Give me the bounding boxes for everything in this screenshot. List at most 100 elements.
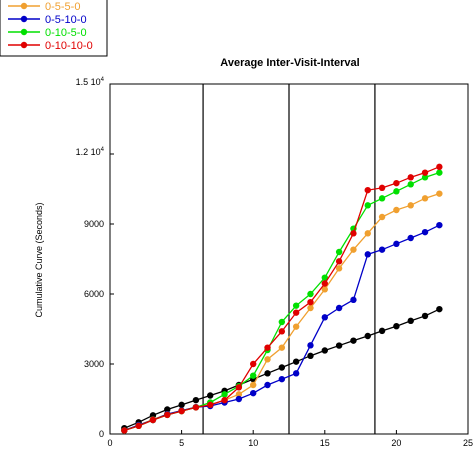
x-tick-label-5: 25 [463,438,473,448]
data-point-1-15 [335,265,343,272]
data-point-4-7 [221,396,228,404]
data-point-0-19 [393,323,400,330]
data-point-2-16 [350,296,357,304]
data-point-0-20 [407,317,414,325]
data-point-0-10 [264,370,271,377]
data-point-4-21 [421,169,429,176]
data-point-4-1 [135,422,142,430]
data-point-0-16 [350,337,357,344]
legend: 0-5-5-0 0-5-10-0 0-10-5-0 0-10-10-0 [0,0,108,57]
series-1 [121,190,443,434]
data-point-3-12 [292,302,300,309]
chart-title: Average Inter-Visit-Interval [220,57,359,69]
legend-marker-2 [20,15,28,23]
y-tick-label-3: 9000 [84,219,104,229]
data-point-1-12 [292,323,300,330]
data-point-4-2 [149,416,157,424]
data-point-4-3 [164,411,171,419]
data-point-4-17 [364,186,371,194]
legend-marker-4 [20,41,28,49]
y-axis-label: Cumulative Curve (Seconds) [34,202,44,317]
legend-entry-4: 0-10-10-0 [8,40,93,52]
y-tick-label-0: 0 [99,429,104,439]
data-point-4-20 [407,174,414,181]
data-point-1-10 [264,356,271,363]
data-point-4-15 [335,258,343,265]
data-point-4-14 [321,280,328,287]
data-point-0-5 [192,396,200,404]
data-point-0-21 [421,312,429,320]
series-group [121,163,443,434]
data-point-0-12 [292,358,300,365]
data-point-2-20 [407,234,414,242]
data-point-3-17 [364,202,371,209]
data-point-2-13 [307,342,314,349]
data-point-1-9 [250,381,257,389]
series-line-4 [124,166,440,432]
data-point-1-19 [393,206,400,214]
data-point-0-15 [335,342,343,349]
legend-label-2: 0-5-10-0 [45,14,87,26]
x-axis-ticks: 0 5 10 15 20 25 [107,430,473,448]
data-point-3-20 [407,181,414,188]
legend-marker-3 [20,28,28,36]
data-point-1-18 [378,213,386,221]
data-point-4-11 [278,328,286,335]
legend-box [0,0,108,57]
legend-entry-3: 0-10-5-0 [8,27,87,39]
data-point-0-14 [321,347,328,354]
data-point-4-18 [378,184,386,192]
data-point-1-17 [364,230,371,237]
data-point-0-22 [436,305,443,313]
y-tick-label-1: 3000 [84,359,104,369]
data-point-4-5 [192,404,200,411]
x-tick-label-4: 20 [391,438,401,448]
y-tick-label-5: 1.5 104 [76,77,105,87]
data-point-0-4 [178,401,185,409]
data-point-3-13 [307,290,314,298]
x-tick-label-2: 10 [248,438,258,448]
data-point-1-13 [307,304,314,312]
x-tick-label-0: 0 [107,438,112,448]
data-point-3-21 [421,174,429,181]
data-point-2-8 [235,395,243,403]
data-point-1-20 [407,202,414,209]
data-point-3-22 [436,169,443,176]
series-line-1 [124,193,440,432]
data-point-2-15 [335,304,343,312]
data-point-3-18 [378,195,386,202]
data-point-0-11 [278,364,286,371]
legend-entry-2: 0-5-10-0 [8,14,87,26]
data-point-4-10 [264,344,271,351]
data-point-2-22 [436,221,443,229]
data-point-1-16 [350,246,357,253]
data-point-3-11 [278,318,286,326]
data-point-4-8 [235,384,243,391]
y-tick-label-4: 1.2 104 [76,147,105,157]
vertical-lines [202,84,376,434]
data-point-0-6 [207,392,214,399]
data-point-3-15 [335,248,343,256]
data-point-0-13 [307,352,314,360]
y-axis-ticks: 0 3000 6000 9000 1.2 104 1.5 104 [76,77,114,439]
legend-marker-1 [20,2,28,10]
data-point-0-18 [378,327,386,335]
data-point-4-0 [121,427,128,434]
data-point-4-9 [250,360,257,368]
data-point-2-17 [364,251,371,258]
data-point-2-18 [378,246,386,253]
data-point-4-13 [307,298,314,306]
data-point-4-19 [393,179,400,187]
x-tick-label-1: 5 [179,438,184,448]
data-point-2-19 [393,240,400,248]
data-point-3-14 [321,274,328,281]
data-point-0-3 [164,406,171,413]
data-point-4-22 [436,163,443,171]
data-point-2-11 [278,375,286,383]
data-point-1-22 [436,190,443,197]
legend-label-3: 0-10-5-0 [45,27,87,39]
series-4 [121,163,443,434]
data-point-2-9 [250,389,257,397]
y-tick-label-2: 6000 [84,289,104,299]
